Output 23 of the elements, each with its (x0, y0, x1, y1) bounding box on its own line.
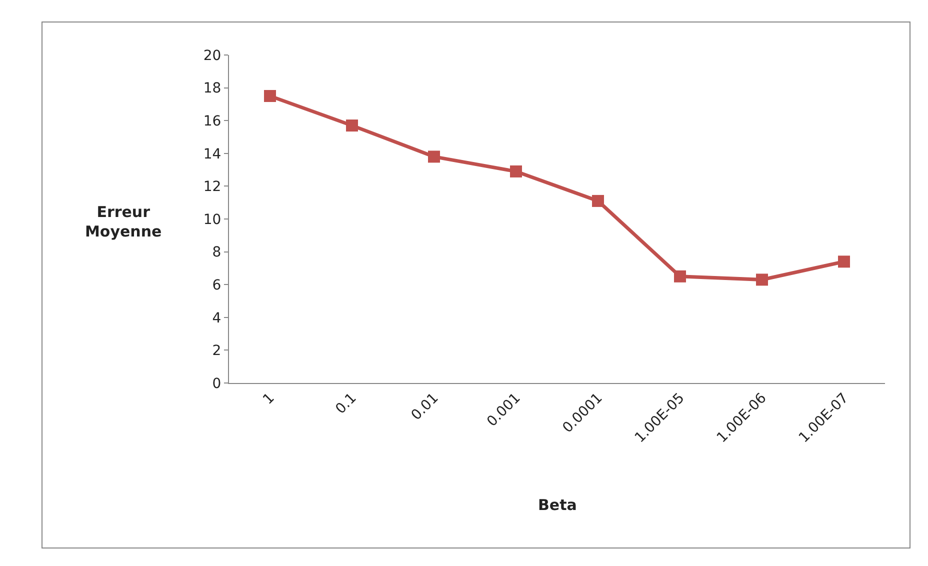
y-tick-label: 6 (212, 278, 222, 294)
point (756, 274, 768, 286)
y-tick-label: 14 (203, 146, 222, 162)
point (264, 90, 276, 102)
y-tick-label: 20 (203, 48, 222, 64)
y-tick-label: 0 (212, 376, 222, 392)
y-tick-label: 8 (212, 244, 222, 261)
x-axis-title: Beta (538, 496, 577, 514)
point (592, 194, 604, 207)
y-tick-label: 18 (203, 80, 222, 97)
point (674, 270, 686, 282)
x-tick-label: 0.1 (332, 390, 360, 418)
y-tick-label: 10 (203, 212, 222, 228)
y-tick-label: 16 (203, 114, 222, 130)
point (838, 256, 850, 268)
y-tick-label: 12 (203, 179, 222, 196)
x-tick-label: 1 (260, 390, 278, 408)
y-tick-label: 2 (212, 343, 222, 360)
point (346, 120, 358, 132)
point (428, 150, 440, 163)
y-tick-label: 4 (212, 310, 222, 326)
point (510, 165, 522, 178)
y-axis-title: Erreur Moyenne (85, 203, 162, 240)
